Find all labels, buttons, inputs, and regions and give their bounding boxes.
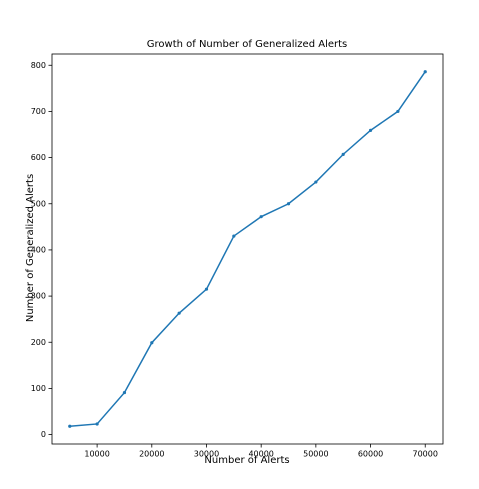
chart-title: Growth of Number of Generalized Alerts <box>147 39 348 50</box>
plot-frame <box>51 53 444 445</box>
point <box>314 180 318 184</box>
y-tick-label: 200 <box>31 338 46 347</box>
point <box>95 422 99 426</box>
point <box>68 424 72 428</box>
point <box>150 341 154 345</box>
point <box>204 287 209 291</box>
x-tick-label: 20000 <box>139 450 164 459</box>
y-tick-label: 0 <box>41 430 46 439</box>
x-tick-label: 40000 <box>248 450 273 459</box>
point <box>423 70 427 74</box>
point <box>396 109 400 114</box>
x-tick-label: 70000 <box>413 450 438 459</box>
point <box>122 390 127 395</box>
x-tick-label: 50000 <box>303 450 328 459</box>
x-tick-label: 30000 <box>194 450 219 459</box>
y-tick-label: 500 <box>31 199 46 208</box>
y-tick-label: 400 <box>31 245 46 254</box>
y-tick-label: 300 <box>31 292 46 301</box>
x-axis-label: Number of Alerts <box>204 455 289 466</box>
y-axis-label: Number of Generalized Alerts <box>25 174 36 322</box>
y-tick-label: 700 <box>31 107 46 116</box>
point <box>259 215 263 219</box>
y-tick-label: 100 <box>31 384 46 393</box>
y-tick-label: 800 <box>31 61 46 70</box>
line <box>69 71 426 428</box>
point <box>232 234 236 238</box>
point <box>286 202 291 206</box>
point <box>177 311 181 315</box>
x-tick-label: 10000 <box>84 450 109 459</box>
y-tick-label: 600 <box>31 153 46 162</box>
x-tick-label: 60000 <box>358 450 383 459</box>
point <box>368 128 373 132</box>
point <box>341 152 345 156</box>
